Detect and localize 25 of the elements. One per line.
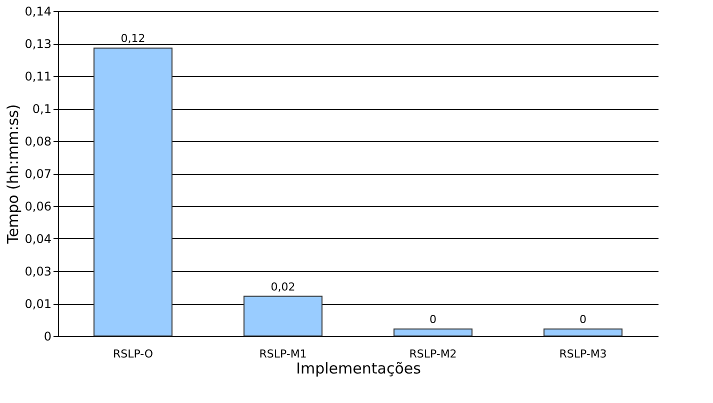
x-tick-label: RSLP-O [112,348,154,360]
y-tick-label: 0,04 [24,232,52,246]
x-axis-title: Implementações [296,360,422,378]
x-tick-label: RSLP-M1 [259,348,307,360]
bar [94,48,172,336]
x-tick-label: RSLP-M2 [409,348,457,360]
y-tick-label: 0 [44,330,52,344]
data-label: 0 [430,313,436,326]
bar [244,296,322,336]
x-tick-label: RSLP-M3 [559,348,607,360]
y-tick-label: 0,11 [24,70,52,84]
bar [394,328,472,336]
y-tick-label: 0,01 [24,297,52,311]
data-label: 0,02 [270,280,296,294]
data-label: 0 [580,313,586,326]
y-tick-label: 0,14 [24,4,52,18]
y-tick-label: 0,07 [24,167,52,181]
y-tick-label: 0,08 [24,134,52,148]
y-tick-label: 0,06 [24,200,52,214]
y-tick-label: 0,03 [24,264,52,278]
y-axis-title: Tempo (hh:mm:ss) [4,104,22,245]
bar [544,328,622,336]
data-label: 0,12 [120,32,146,46]
y-tick-label: 0,1 [32,102,52,116]
y-tick-label: 0,13 [24,37,52,51]
